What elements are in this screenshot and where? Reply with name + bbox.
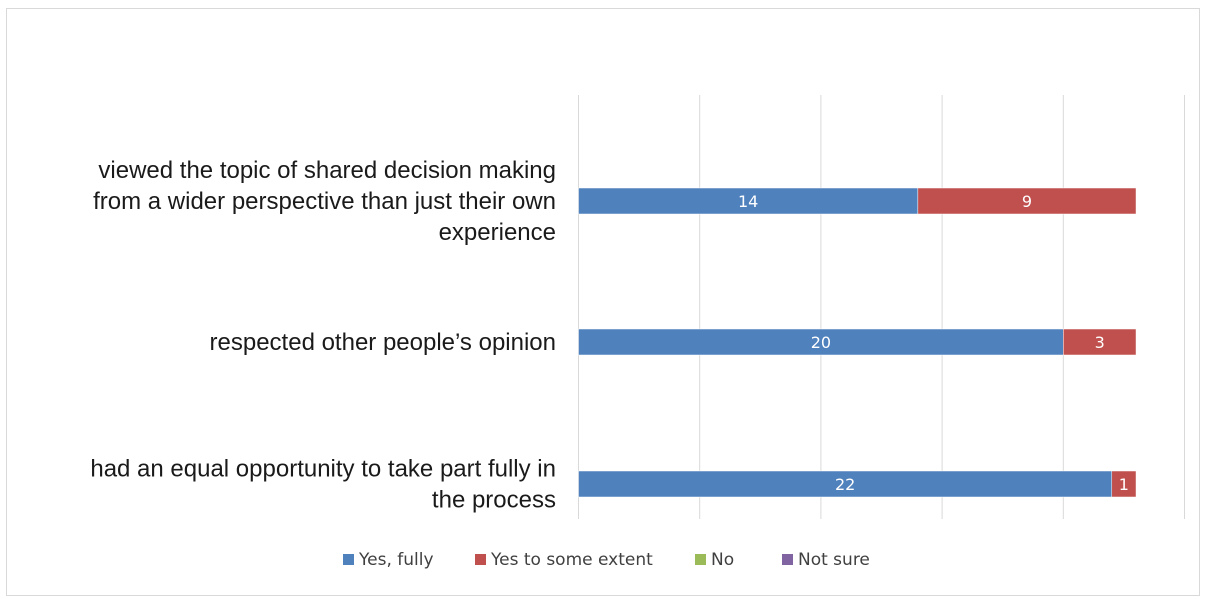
category-label-line: experience: [439, 219, 556, 246]
legend-swatch-0: [343, 554, 354, 565]
legend-swatch-1: [475, 554, 486, 565]
bar-1-0: [917, 187, 1137, 215]
data-label-0-2: 22: [835, 475, 855, 494]
data-label-1-2: 1: [1119, 475, 1129, 494]
data-label-1-1: 3: [1095, 333, 1105, 352]
bar-0-2: [578, 470, 1113, 498]
bar-1-1: [1063, 328, 1137, 356]
bar-1-2: [1111, 470, 1137, 498]
bar-0-1: [578, 328, 1064, 356]
data-label-0-1: 20: [811, 333, 831, 352]
legend-label-1: Yes to some extent: [490, 550, 653, 570]
legend-swatch-3: [782, 554, 793, 565]
legend-label-3: Not sure: [798, 550, 870, 570]
legend: Yes, fully Yes to some extent No Not sure: [343, 550, 870, 570]
legend-label-2: No: [711, 550, 734, 570]
bars-layer: 14 9 20 3 22 1: [578, 187, 1137, 498]
category-labels: viewed the topic of shared decision maki…: [90, 157, 556, 514]
data-label-0-0: 14: [738, 192, 758, 211]
category-label-line: respected other people’s opinion: [210, 329, 556, 356]
category-label-0: viewed the topic of shared decision maki…: [93, 157, 556, 246]
category-label-line: the process: [432, 487, 556, 514]
category-label-1: respected other people’s opinion: [210, 329, 556, 356]
data-label-1-0: 9: [1022, 192, 1032, 211]
legend-swatch-2: [695, 554, 706, 565]
category-label-line: viewed the topic of shared decision maki…: [98, 157, 556, 184]
legend-label-0: Yes, fully: [358, 550, 434, 570]
category-label-line: from a wider perspective than just their…: [93, 188, 556, 215]
grid-layer: [578, 95, 1185, 519]
chart-frame: [6, 8, 1200, 596]
category-label-2: had an equal opportunity to take part fu…: [90, 456, 556, 514]
category-label-line: had an equal opportunity to take part fu…: [90, 456, 556, 483]
